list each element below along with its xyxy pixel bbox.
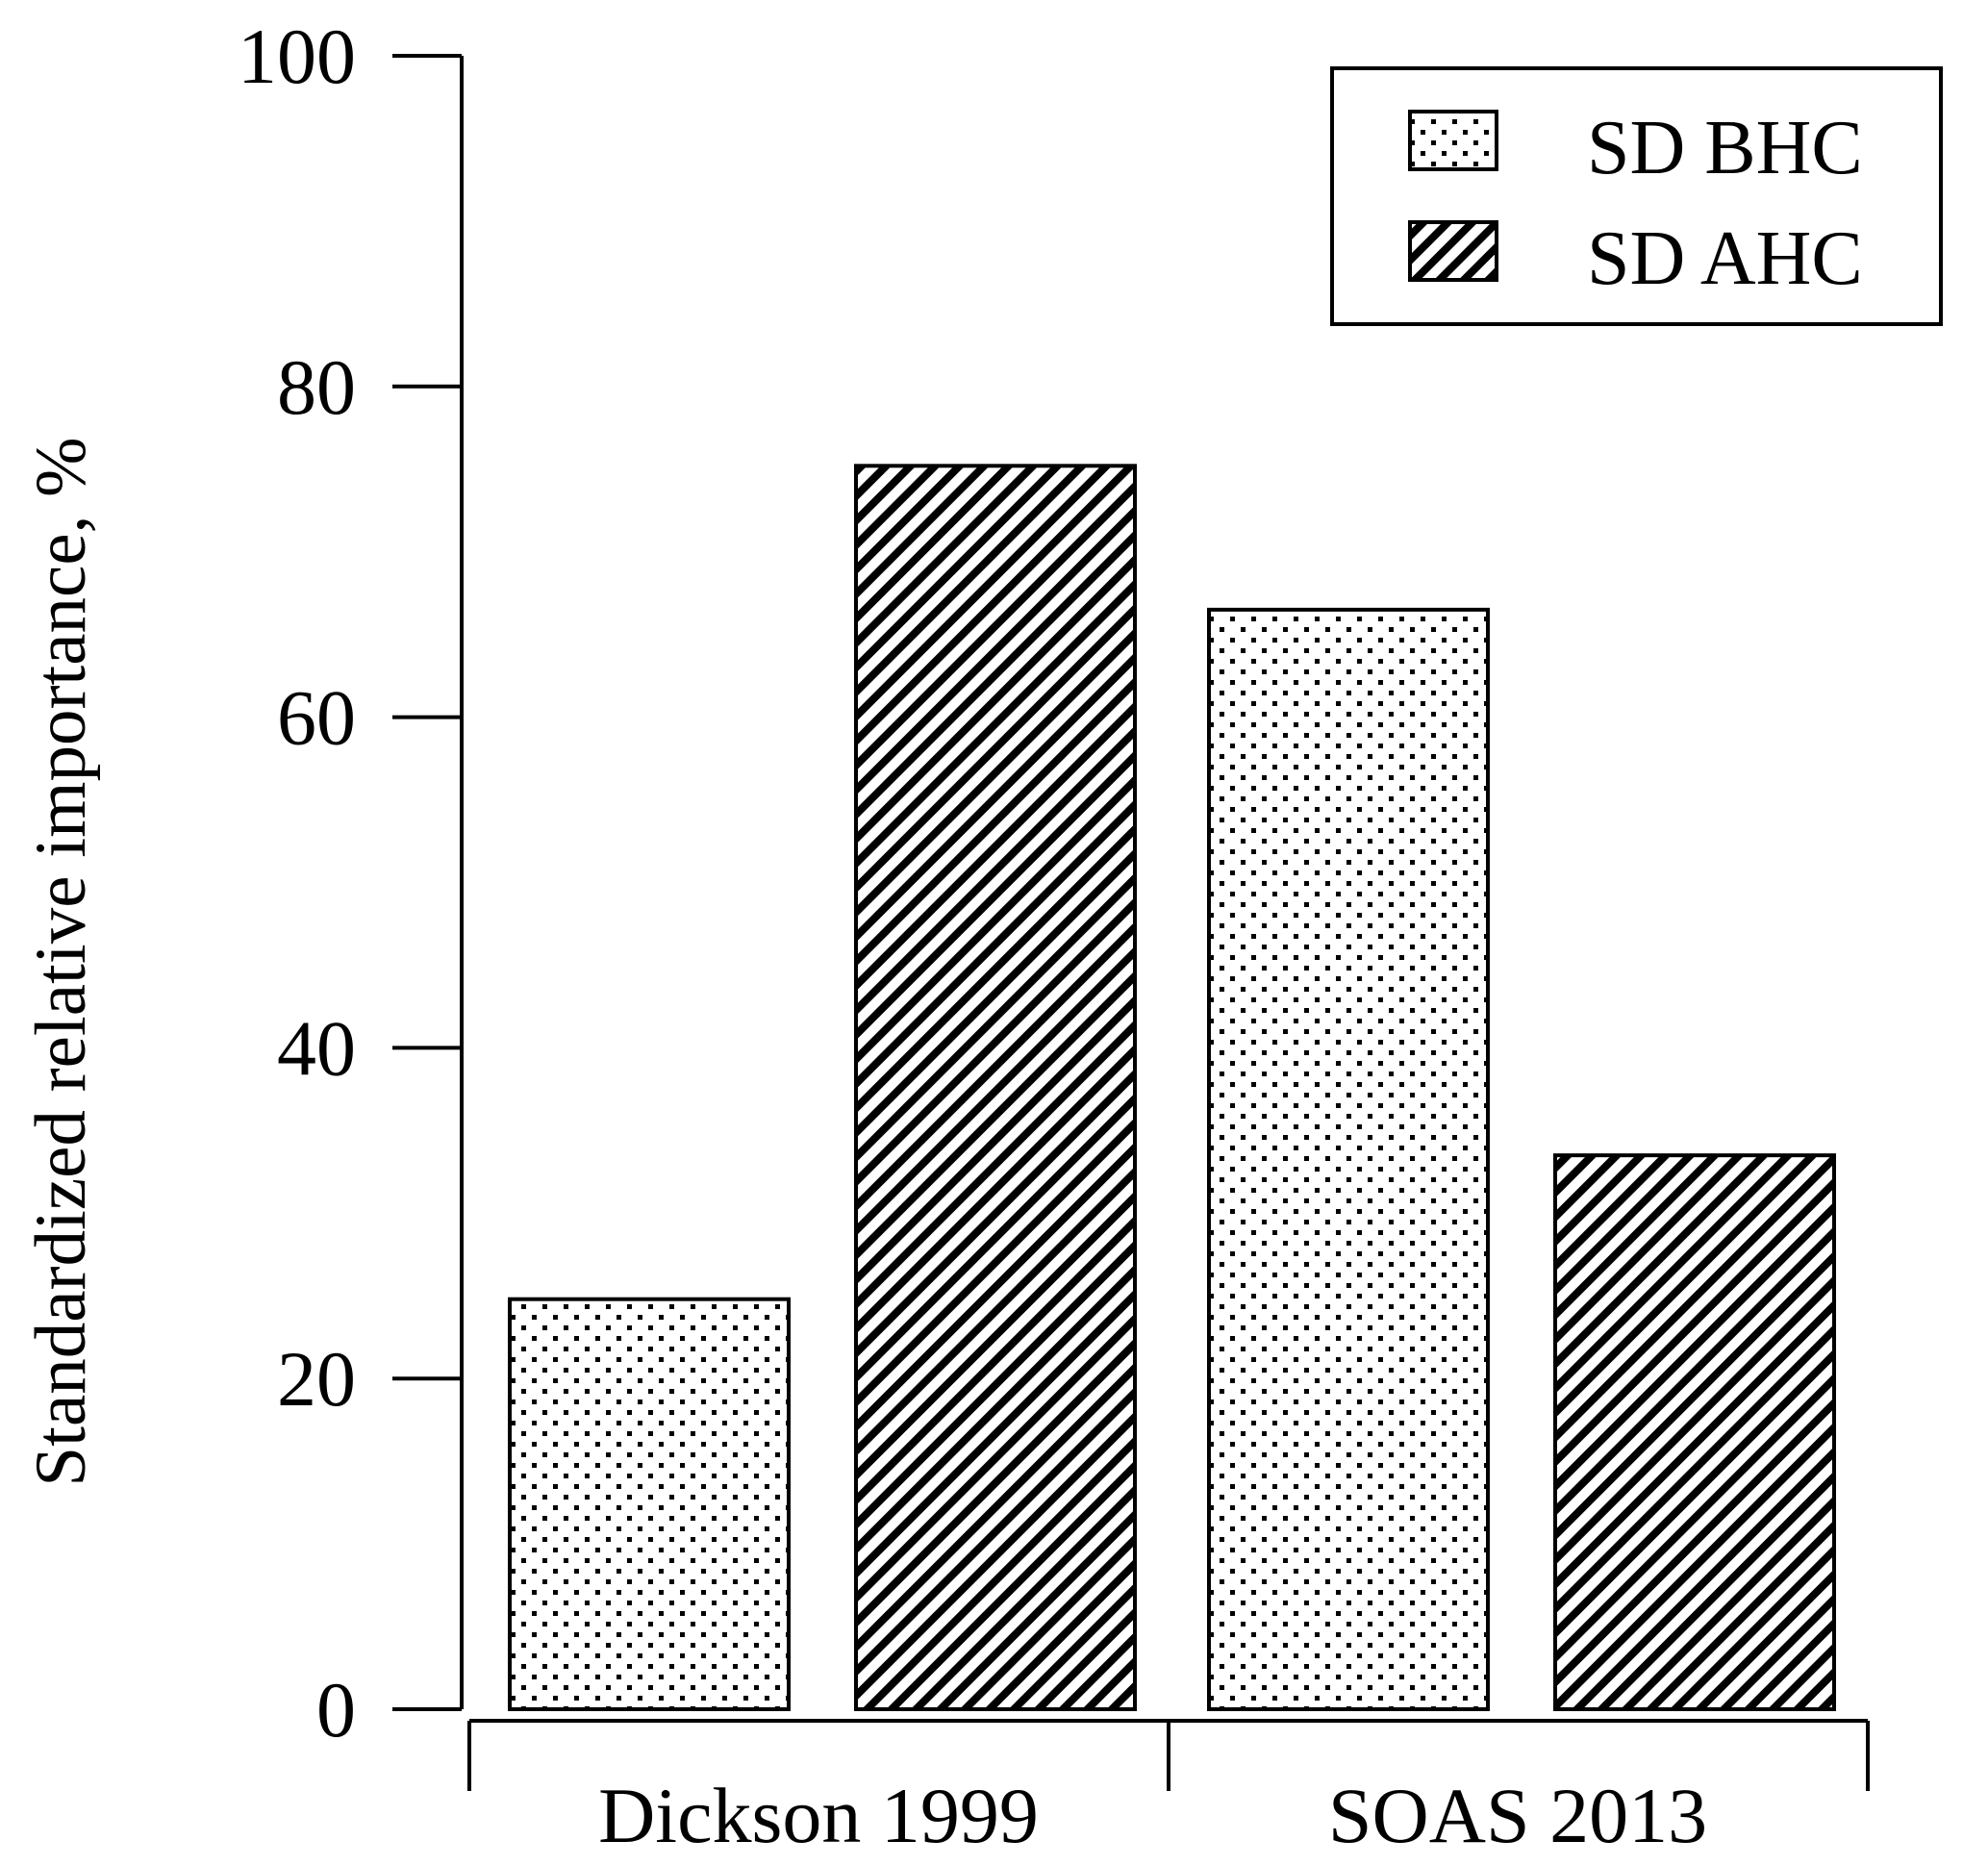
bar-sd-bhc bbox=[508, 1297, 791, 1711]
y-tick-label: 80 bbox=[277, 343, 356, 431]
y-tick-label: 20 bbox=[277, 1335, 356, 1423]
bar-sd-ahc bbox=[854, 464, 1137, 1711]
bar-sd-ahc bbox=[1553, 1153, 1836, 1711]
y-axis: 0 20 40 60 80 100 bbox=[238, 13, 464, 1753]
y-tick-label: 100 bbox=[238, 13, 356, 100]
legend-label: SD BHC bbox=[1587, 106, 1863, 190]
legend-label: SD AHC bbox=[1587, 216, 1863, 301]
legend-swatch bbox=[1408, 110, 1498, 171]
x-ticks: Dickson 1999 SOAS 2013 bbox=[467, 1721, 1870, 1859]
y-tick-label: 40 bbox=[277, 1004, 356, 1092]
y-axis-label: Standardized relative importance, % bbox=[21, 437, 101, 1486]
y-ticks: 0 20 40 60 80 100 bbox=[238, 13, 462, 1753]
x-category-label: SOAS 2013 bbox=[1328, 1772, 1707, 1859]
legend-items: SD BHC SD AHC bbox=[1408, 106, 1863, 301]
y-tick-label: 60 bbox=[277, 674, 356, 762]
x-category-label: Dickson 1999 bbox=[598, 1772, 1039, 1859]
bars bbox=[508, 464, 1836, 1711]
legend: SD BHC SD AHC bbox=[1330, 66, 1943, 326]
y-tick-label: 0 bbox=[316, 1666, 356, 1753]
bar-sd-bhc bbox=[1207, 607, 1490, 1711]
legend-swatch bbox=[1408, 220, 1498, 282]
x-axis: Dickson 1999 SOAS 2013 bbox=[467, 1719, 1870, 1859]
